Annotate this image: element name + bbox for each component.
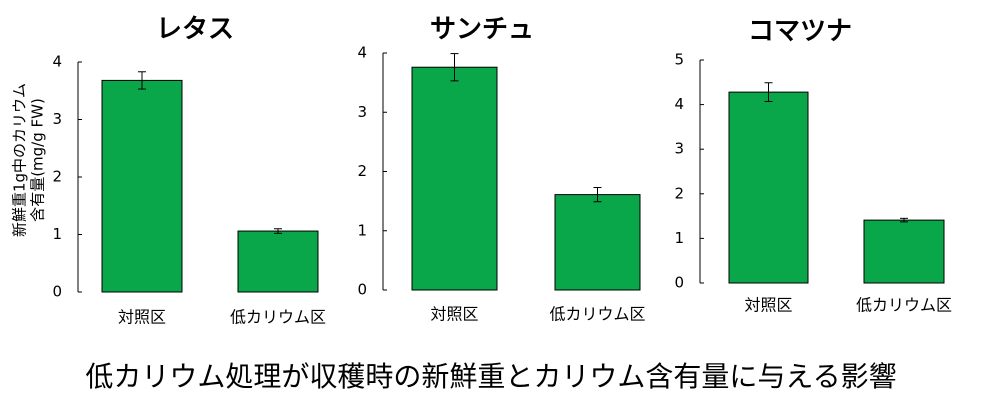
y-tick-label: 0 — [52, 283, 62, 301]
y-tick-label: 2 — [674, 184, 684, 202]
x-tick-label: 低カリウム区 — [856, 296, 952, 315]
y-tick-label: 3 — [674, 140, 684, 158]
x-tick-label: 対照区 — [744, 296, 792, 315]
x-tick-label: 低カリウム区 — [549, 305, 645, 324]
bar — [554, 194, 641, 291]
bar — [101, 79, 183, 293]
chart-title: コマツナ — [748, 17, 852, 47]
bar — [411, 66, 498, 291]
caption: 低カリウム処理が収穫時の新鮮重とカリウム含有量に与える影響 — [85, 360, 896, 393]
y-tick-label: 3 — [52, 110, 62, 128]
y-tick-label: 0 — [674, 274, 684, 292]
y-tick-label: 3 — [357, 103, 367, 121]
y-tick-label: 4 — [357, 44, 367, 62]
chart-title: サンチュ — [430, 15, 534, 45]
y-axis-label: 含有量(mg/g FW) — [29, 98, 47, 222]
x-tick-label: 低カリウム区 — [230, 308, 326, 327]
bar — [863, 219, 945, 284]
y-axis-label: 新鮮重1g中のカリウム — [11, 83, 29, 237]
y-tick-label: 2 — [357, 162, 367, 180]
y-tick-label: 2 — [52, 168, 62, 186]
y-tick-label: 1 — [674, 229, 684, 247]
bar — [728, 91, 809, 284]
chart-title: レタス — [156, 15, 234, 45]
y-tick-label: 4 — [674, 95, 684, 113]
y-tick-label: 1 — [52, 225, 62, 243]
y-tick-label: 4 — [52, 53, 62, 71]
y-tick-label: 0 — [357, 281, 367, 299]
x-tick-label: 対照区 — [430, 305, 478, 324]
y-tick-label: 1 — [357, 221, 367, 239]
bar — [237, 230, 319, 293]
y-tick-label: 5 — [674, 51, 684, 69]
x-tick-label: 対照区 — [118, 308, 166, 327]
